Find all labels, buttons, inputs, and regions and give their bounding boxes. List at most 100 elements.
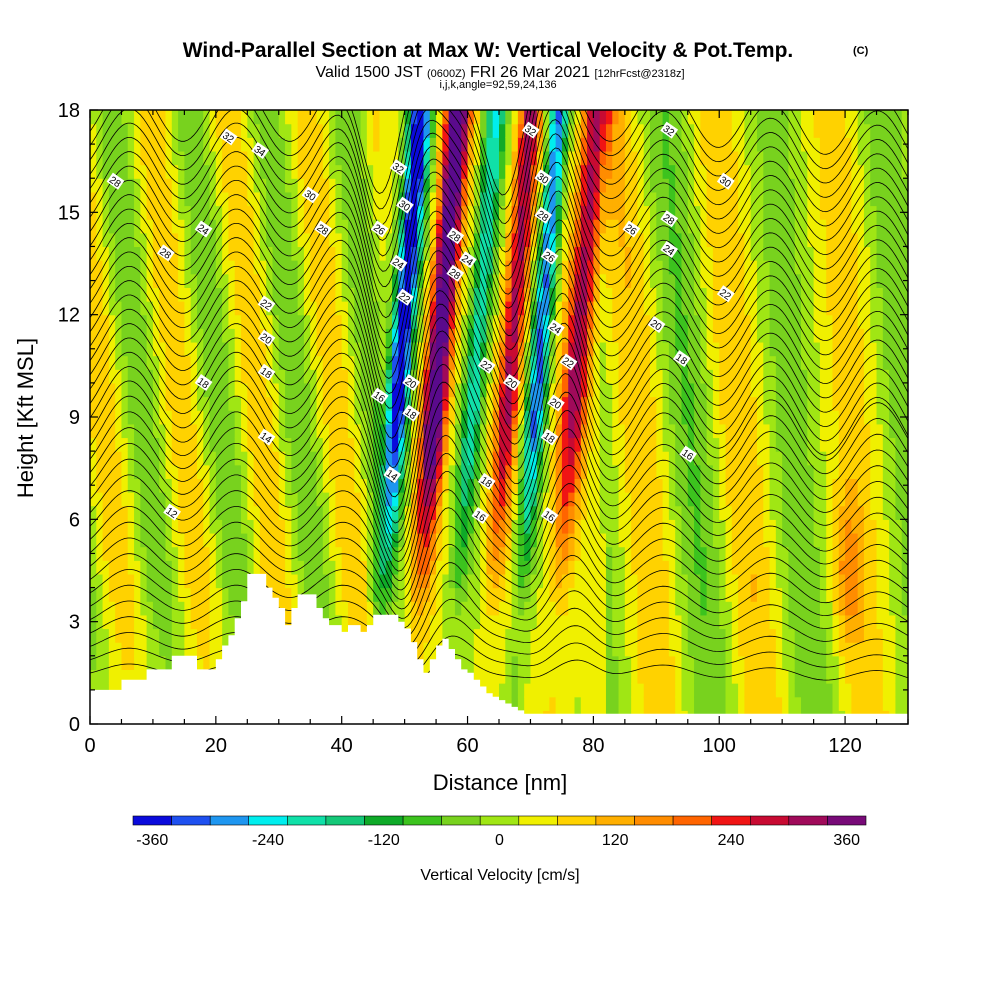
contour-label: 24 — [458, 251, 477, 269]
theta-contour — [90, 525, 908, 619]
contour-label: 12 — [163, 503, 181, 521]
theta-contour — [90, 133, 908, 303]
theta-contour — [90, 381, 908, 543]
x-axis: 0 20 40 60 80 100 120 — [84, 110, 909, 757]
theta-contour — [90, 399, 908, 553]
colorbar-title: Vertical Velocity [cm/s] — [420, 867, 579, 884]
colorbar-tick-label: 240 — [718, 832, 745, 849]
contour-label: 22 — [559, 353, 578, 371]
contour-label: 28 — [534, 206, 553, 224]
theta-contour — [90, 598, 908, 658]
theta-contour — [90, 248, 908, 424]
chart-subtitle: Valid 1500 JST (0600Z) FRI 26 Mar 2021 [… — [315, 64, 684, 81]
colorbar-swatch — [402, 815, 443, 826]
contour-label: 20 — [257, 329, 276, 347]
contour-label: 16 — [540, 506, 559, 525]
contour-label: 14 — [257, 428, 276, 446]
y-tick-label: 6 — [69, 509, 80, 531]
theta-contour — [90, 617, 908, 667]
contour-labels: 2828243234302822201814181226323024222018… — [106, 121, 735, 525]
contour-label: 28 — [106, 172, 125, 190]
colorbar-swatch — [634, 815, 674, 826]
theta-contour — [90, 110, 908, 196]
contour-label: 22 — [477, 356, 496, 375]
theta-contour — [90, 276, 908, 454]
x-tick-label: 60 — [456, 735, 478, 757]
terrain-mask — [90, 573, 908, 724]
contour-label: 32 — [660, 121, 679, 139]
contour-label: 24 — [546, 319, 565, 337]
contour-label: 22 — [395, 288, 414, 306]
subtitle-valid: Valid 1500 JST — [315, 64, 423, 81]
contour-label: 32 — [389, 159, 408, 177]
theta-contour — [90, 176, 908, 349]
contour-label: 26 — [540, 247, 559, 265]
contour-label: 26 — [622, 220, 641, 238]
contour-label: 22 — [257, 295, 276, 313]
contour-label: 20 — [647, 315, 666, 334]
y-tick-label: 15 — [58, 202, 80, 224]
theta-contour — [90, 330, 908, 513]
colorbar-swatch — [479, 815, 520, 826]
contour-label: 30 — [395, 196, 414, 214]
contour-label: 20 — [546, 394, 565, 412]
y-tick-label: 9 — [69, 407, 80, 429]
colorbar-swatch — [711, 815, 751, 826]
y-axis: 0 3 6 9 12 15 18 — [58, 100, 908, 736]
contour-label: 18 — [402, 404, 421, 422]
contour-label: 18 — [257, 363, 276, 381]
colorbar-tick-label: -120 — [368, 832, 400, 849]
theta-contour — [90, 119, 908, 288]
contour-label: 32 — [219, 128, 238, 146]
subtitle-date: FRI 26 Mar 2021 — [470, 64, 590, 81]
contour-label: 30 — [716, 172, 735, 190]
contour-label: 30 — [301, 186, 320, 204]
contour-label: 28 — [660, 210, 679, 228]
x-tick-label: 40 — [331, 735, 353, 757]
x-tick-label: 80 — [582, 735, 604, 757]
contour-label: 18 — [672, 350, 691, 368]
theta-contour — [90, 434, 908, 572]
theta-contour — [90, 580, 908, 648]
x-tick-label: 0 — [84, 735, 95, 757]
theta-contour — [90, 346, 908, 524]
colorbar-swatch — [441, 815, 481, 826]
x-tick-label: 120 — [828, 735, 861, 757]
colorbar-swatch — [672, 815, 712, 826]
y-tick-label: 18 — [58, 100, 80, 122]
y-tick-label: 3 — [69, 612, 80, 634]
chart-title-tag: (C) — [853, 45, 869, 57]
y-axis-label: Height [Kft MSL] — [13, 338, 38, 498]
contour-label: 28 — [446, 264, 465, 282]
theta-contour — [90, 317, 908, 498]
y-tick-label: 0 — [69, 714, 80, 736]
theta-contour — [90, 110, 908, 210]
theta-contour — [90, 110, 908, 226]
colorbar-swatch — [595, 815, 635, 826]
theta-contour — [90, 147, 908, 319]
theta-contour — [90, 219, 908, 394]
theta-contour — [90, 190, 908, 364]
theta-contour — [90, 110, 908, 272]
theta-contour — [90, 507, 908, 610]
contour-label: 32 — [521, 121, 540, 139]
vertical-velocity-field — [90, 110, 908, 724]
y-tick-label: 12 — [58, 305, 80, 327]
theta-contour — [90, 234, 908, 409]
theta-contour — [90, 303, 908, 483]
colorbar-swatch — [557, 815, 597, 826]
theta-contour — [90, 110, 908, 241]
theta-contour — [90, 562, 908, 638]
contour-label: 18 — [540, 428, 559, 446]
theta-contour — [90, 204, 908, 379]
contour-label: 28 — [314, 220, 332, 238]
subtitle-zulu: (0600Z) — [427, 68, 466, 80]
contour-label: 24 — [389, 254, 408, 272]
contour-label: 24 — [194, 220, 213, 238]
colorbar: -360 -240 -120 0 120 240 360 — [132, 815, 867, 849]
subtitle-forecast: [12hrFcst@2318z] — [594, 68, 684, 80]
contour-label: 14 — [383, 466, 402, 484]
chart-title: Wind-Parallel Section at Max W: Vertical… — [183, 39, 794, 62]
chart-subtitle-indices: i,j,k,angle=92,59,24,136 — [439, 79, 556, 91]
theta-contour — [90, 290, 908, 469]
